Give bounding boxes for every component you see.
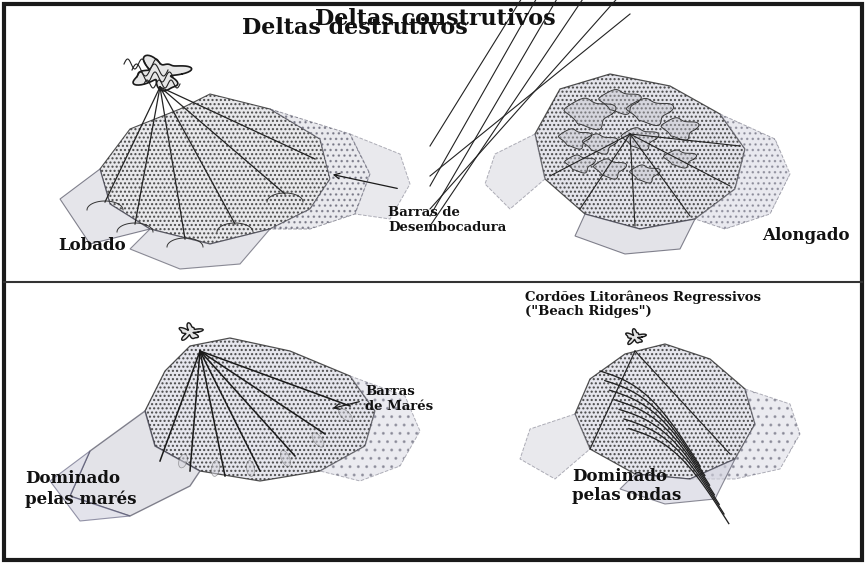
Ellipse shape (246, 461, 255, 477)
Polygon shape (179, 323, 203, 340)
Polygon shape (520, 414, 590, 479)
Polygon shape (320, 376, 420, 481)
Ellipse shape (179, 454, 187, 468)
Polygon shape (575, 214, 695, 254)
Ellipse shape (281, 451, 290, 466)
Polygon shape (575, 344, 755, 479)
Polygon shape (690, 389, 800, 479)
Polygon shape (485, 134, 545, 209)
Polygon shape (350, 134, 410, 219)
Polygon shape (535, 74, 745, 229)
Polygon shape (626, 99, 674, 126)
Polygon shape (100, 94, 330, 244)
Polygon shape (583, 134, 617, 154)
Polygon shape (70, 411, 200, 516)
Polygon shape (564, 155, 596, 173)
Polygon shape (558, 129, 591, 149)
Polygon shape (629, 165, 661, 183)
Polygon shape (626, 329, 647, 345)
Polygon shape (663, 150, 696, 168)
Text: Barras de
Desembocadura: Barras de Desembocadura (388, 206, 506, 234)
Text: Deltas destrutivos: Deltas destrutivos (242, 17, 468, 39)
Polygon shape (599, 90, 642, 114)
Polygon shape (133, 55, 192, 91)
Polygon shape (661, 118, 699, 140)
Text: Deltas construtivos: Deltas construtivos (315, 8, 555, 30)
Polygon shape (620, 459, 735, 504)
Polygon shape (564, 98, 616, 130)
Ellipse shape (339, 409, 352, 421)
Text: Dominado
pelas marés: Dominado pelas marés (25, 470, 136, 508)
Ellipse shape (212, 461, 219, 477)
Polygon shape (621, 127, 659, 151)
Polygon shape (270, 109, 370, 229)
Polygon shape (593, 159, 627, 179)
Polygon shape (60, 169, 150, 244)
Polygon shape (145, 338, 375, 481)
Text: Barras
de Marés: Barras de Marés (365, 385, 434, 413)
Ellipse shape (312, 433, 324, 447)
Text: Cordões Litorâneos Regressivos
("Beach Ridges"): Cordões Litorâneos Regressivos ("Beach R… (525, 290, 761, 319)
Polygon shape (130, 229, 270, 269)
Text: Lobado: Lobado (58, 237, 126, 254)
Text: Dominado
pelas ondas: Dominado pelas ondas (572, 468, 681, 504)
Polygon shape (50, 451, 130, 521)
Text: Alongado: Alongado (762, 227, 850, 245)
Polygon shape (695, 114, 790, 229)
